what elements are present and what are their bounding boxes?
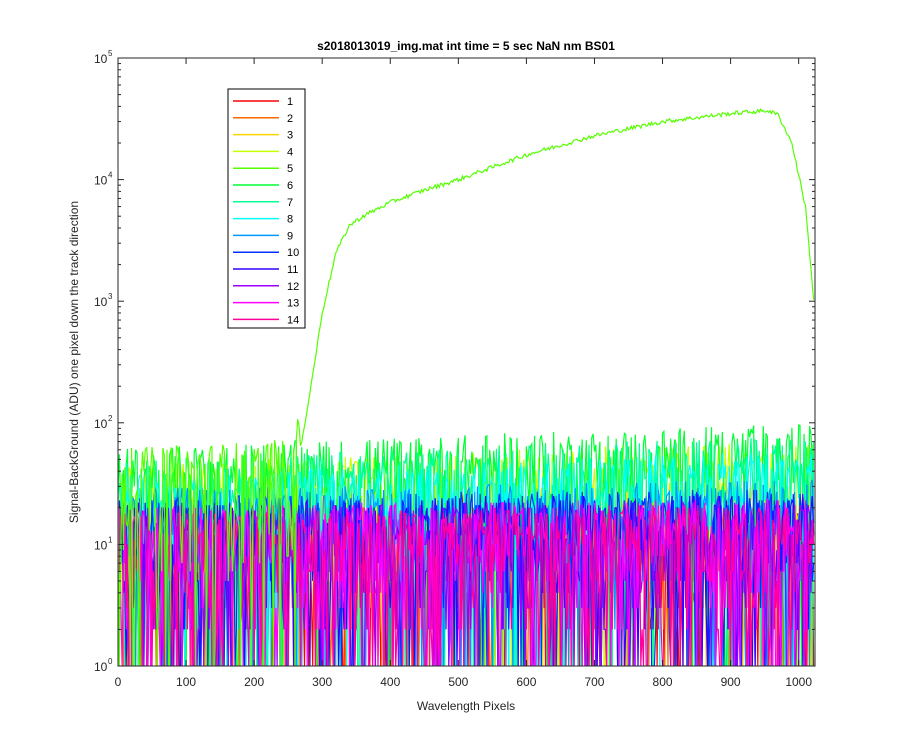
y-tick-exponent: 5 [108,49,113,58]
legend-label-2: 2 [287,113,293,125]
y-tick-label: 10 [94,660,108,674]
x-tick-label: 500 [448,675,468,689]
legend-label-7: 7 [287,197,293,209]
x-tick-label: 200 [244,675,264,689]
y-tick-label: 10 [94,295,108,309]
legend-label-14: 14 [287,314,299,326]
legend-box [227,88,306,329]
legend-label-10: 10 [287,247,299,259]
x-tick-label: 700 [584,675,604,689]
y-axis-label: Signal-BackGround (ADU) one pixel down t… [67,201,81,523]
legend-label-3: 3 [287,130,293,142]
legend-label-11: 11 [287,264,298,276]
legend-label-8: 8 [287,214,293,226]
x-tick-label: 1000 [785,675,812,689]
y-tick-label: 10 [94,417,108,431]
x-tick-label: 100 [176,675,196,689]
y-tick-label: 10 [94,538,108,552]
chart-title: s2018013019_img.mat int time = 5 sec NaN… [317,39,615,53]
y-tick-exponent: 3 [108,292,113,301]
y-tick-exponent: 4 [108,171,113,180]
legend-label-4: 4 [287,146,293,158]
x-axis-ticks: 0 100 200 300 400 500 600 700 800 900 1000 [115,58,812,689]
legend-label-12: 12 [287,281,299,293]
y-tick-exponent: 1 [108,535,113,544]
series-line-5 [118,107,815,666]
x-tick-label: 0 [115,675,122,689]
y-tick-label: 10 [94,52,108,66]
series-layer [118,107,815,666]
legend-label-13: 13 [287,298,299,310]
y-tick-exponent: 2 [108,414,113,423]
x-tick-label: 400 [380,675,400,689]
legend-label-5: 5 [287,163,293,175]
axes-box [117,57,816,667]
series-line-7 [118,437,815,666]
x-tick-label: 300 [312,675,332,689]
y-tick-label: 10 [94,174,108,188]
legend-label-1: 1 [287,96,293,108]
x-tick-label: 600 [516,675,536,689]
x-axis-label: Wavelength Pixels [417,699,515,713]
x-tick-label: 900 [721,675,741,689]
y-tick-exponent: 0 [108,657,113,666]
legend-label-6: 6 [287,180,293,192]
x-tick-label: 800 [653,675,673,689]
legend-label-9: 9 [287,230,293,242]
